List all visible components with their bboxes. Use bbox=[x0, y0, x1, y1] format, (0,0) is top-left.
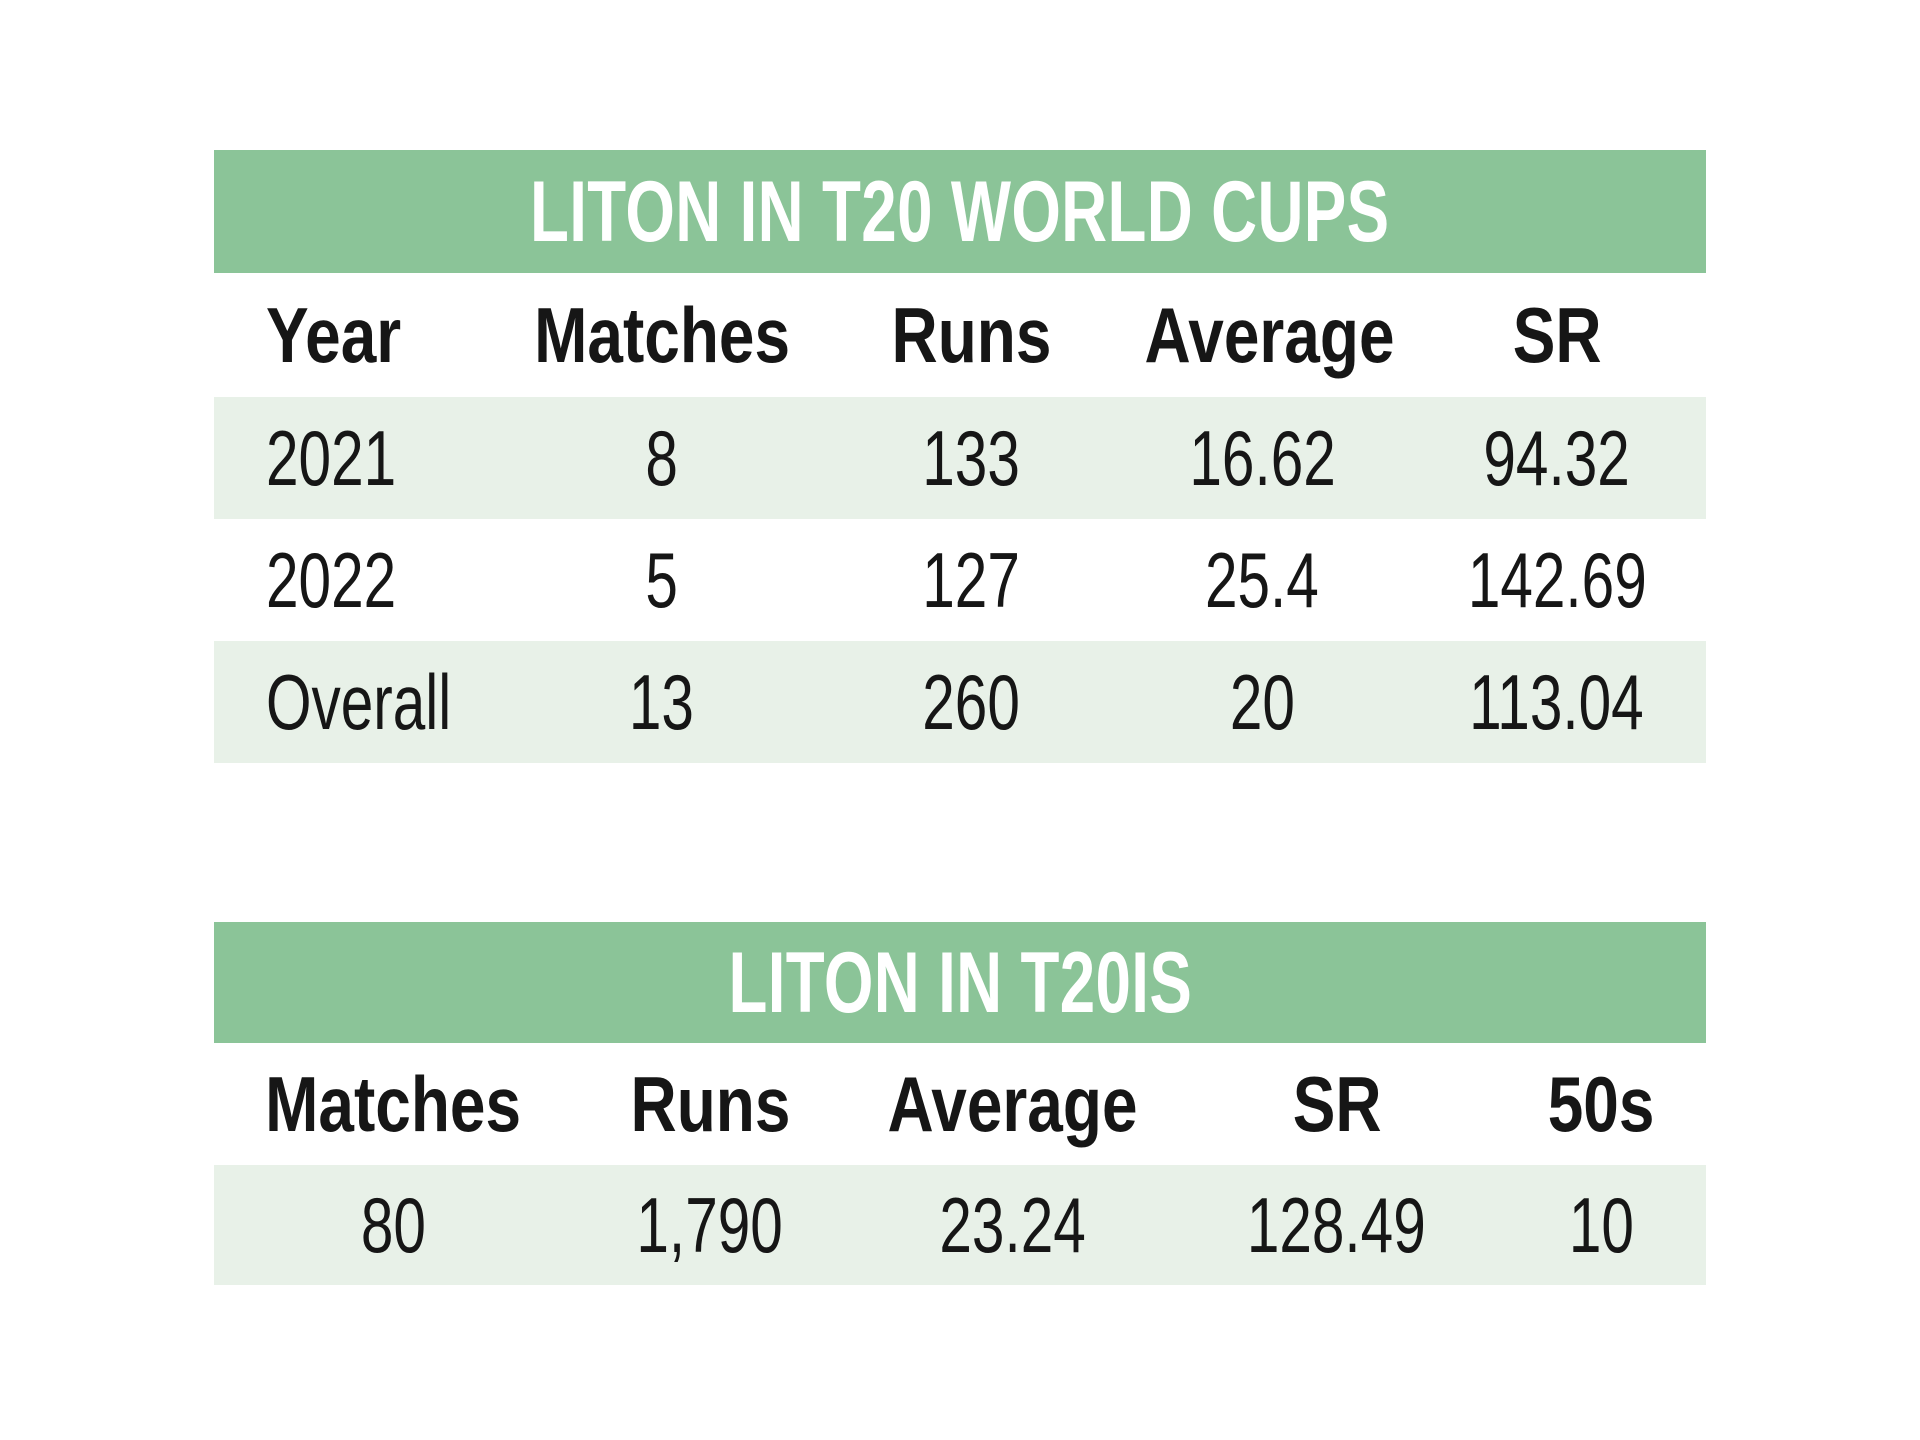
table-row-2021: 2021 8 133 16.62 94.32 bbox=[214, 397, 1706, 519]
column-header: Year bbox=[214, 273, 497, 397]
table-cell: 80 bbox=[214, 1165, 572, 1285]
cell-text: 127 bbox=[922, 536, 1020, 624]
column-header: Matches bbox=[497, 273, 825, 397]
column-header: Runs bbox=[572, 1043, 848, 1165]
table-row-overall: Overall 13 260 20 113.04 bbox=[214, 641, 1706, 763]
table-cell: 94.32 bbox=[1408, 397, 1706, 519]
cell-text: 133 bbox=[922, 414, 1020, 502]
t20-world-cups-table-card: LITON IN T20 WORLD CUPS Year Matches Run… bbox=[214, 150, 1706, 763]
table-cell: 2022 bbox=[214, 519, 497, 641]
column-header-text: Runs bbox=[891, 291, 1052, 379]
table-cell: 23.24 bbox=[848, 1165, 1176, 1285]
cell-text: 8 bbox=[645, 414, 678, 502]
column-header-text: SR bbox=[1292, 1060, 1382, 1148]
table-cell: 133 bbox=[826, 397, 1117, 519]
cell-text: 10 bbox=[1569, 1181, 1635, 1269]
column-header: Runs bbox=[826, 273, 1117, 397]
table-cell: Overall bbox=[214, 641, 497, 763]
table-cell: 10 bbox=[1497, 1165, 1706, 1285]
table-cell: 25.4 bbox=[1117, 519, 1408, 641]
cell-text: 2021 bbox=[266, 414, 397, 502]
table-cell: 113.04 bbox=[1408, 641, 1706, 763]
cell-text: 23.24 bbox=[939, 1181, 1086, 1269]
header-row: Matches Runs Average SR 50s bbox=[214, 1043, 1706, 1165]
column-header-text: Runs bbox=[630, 1060, 791, 1148]
cell-text: 142.69 bbox=[1467, 536, 1647, 624]
table-row-career: 80 1,790 23.24 128.49 10 bbox=[214, 1165, 1706, 1285]
cell-text: 20 bbox=[1229, 658, 1295, 746]
table-title: LITON IN T20IS bbox=[728, 934, 1192, 1031]
column-header-text: Year bbox=[266, 291, 402, 379]
cell-text: 2022 bbox=[266, 536, 397, 624]
cell-text: Overall bbox=[266, 658, 452, 746]
table-cell: 20 bbox=[1117, 641, 1408, 763]
cell-text: 16.62 bbox=[1188, 414, 1336, 502]
cell-text: 1,790 bbox=[636, 1181, 784, 1269]
t20is-title-bar: LITON IN T20IS bbox=[214, 922, 1706, 1043]
cell-text: 94.32 bbox=[1483, 414, 1630, 502]
cell-text: 80 bbox=[360, 1181, 426, 1269]
column-header-text: SR bbox=[1512, 291, 1602, 379]
table-cell: 1,790 bbox=[572, 1165, 848, 1285]
column-header: SR bbox=[1176, 1043, 1497, 1165]
t20is-table: Matches Runs Average SR 50s 80 1,790 23.… bbox=[214, 1043, 1706, 1285]
column-header-text: Average bbox=[1144, 291, 1395, 379]
table-row-2022: 2022 5 127 25.4 142.69 bbox=[214, 519, 1706, 641]
column-header: SR bbox=[1408, 273, 1706, 397]
table-cell: 13 bbox=[497, 641, 825, 763]
t20-world-cups-table: Year Matches Runs Average SR 2021 8 133 … bbox=[214, 273, 1706, 763]
cell-text: 113.04 bbox=[1469, 658, 1645, 746]
column-header: Average bbox=[1117, 273, 1408, 397]
t20-world-cups-title-bar: LITON IN T20 WORLD CUPS bbox=[214, 150, 1706, 273]
cell-text: 128.49 bbox=[1247, 1181, 1427, 1269]
cell-text: 260 bbox=[922, 658, 1020, 746]
column-header-text: Matches bbox=[265, 1060, 522, 1148]
table-cell: 8 bbox=[497, 397, 825, 519]
table-cell: 260 bbox=[826, 641, 1117, 763]
cell-text: 5 bbox=[645, 536, 678, 624]
cell-text: 25.4 bbox=[1205, 536, 1320, 624]
column-header-text: Matches bbox=[533, 291, 790, 379]
table-cell: 2021 bbox=[214, 397, 497, 519]
header-row: Year Matches Runs Average SR bbox=[214, 273, 1706, 397]
t20is-table-card: LITON IN T20IS Matches Runs Average SR 5… bbox=[214, 922, 1706, 1285]
cell-text: 13 bbox=[629, 658, 695, 746]
table-cell: 5 bbox=[497, 519, 825, 641]
table-cell: 128.49 bbox=[1176, 1165, 1497, 1285]
column-header-text: 50s bbox=[1548, 1060, 1655, 1148]
column-header-text: Average bbox=[887, 1060, 1138, 1148]
table-title: LITON IN T20 WORLD CUPS bbox=[530, 163, 1390, 260]
column-header: 50s bbox=[1497, 1043, 1706, 1165]
table-cell: 127 bbox=[826, 519, 1117, 641]
column-header: Average bbox=[848, 1043, 1176, 1165]
column-header: Matches bbox=[214, 1043, 572, 1165]
table-cell: 142.69 bbox=[1408, 519, 1706, 641]
table-cell: 16.62 bbox=[1117, 397, 1408, 519]
